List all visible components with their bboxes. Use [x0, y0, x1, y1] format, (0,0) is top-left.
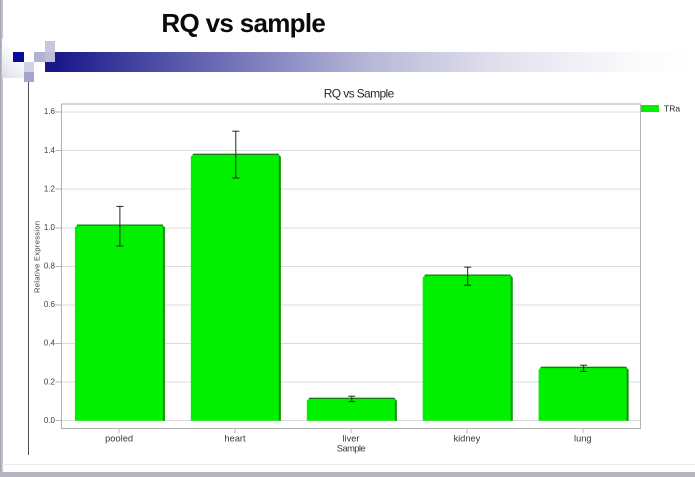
svg-text:0.2: 0.2	[44, 377, 56, 386]
svg-text:0.0: 0.0	[44, 416, 56, 425]
svg-text:heart: heart	[224, 434, 246, 444]
svg-text:1.2: 1.2	[44, 184, 56, 193]
svg-text:0.6: 0.6	[44, 300, 56, 309]
svg-text:1.0: 1.0	[44, 223, 56, 232]
svg-text:Sample: Sample	[337, 443, 366, 453]
svg-text:0.8: 0.8	[44, 262, 56, 271]
svg-text:0.4: 0.4	[44, 339, 56, 348]
svg-text:RQ vs sample: RQ vs sample	[161, 8, 326, 38]
svg-text:liver: liver	[342, 434, 359, 444]
svg-text:RQ vs Sample: RQ vs Sample	[324, 86, 395, 100]
svg-text:Relative Expression: Relative Expression	[33, 221, 42, 293]
svg-text:pooled: pooled	[105, 434, 133, 444]
svg-text:lung: lung	[574, 434, 592, 444]
svg-text:1.6: 1.6	[44, 107, 56, 116]
svg-text:kidney: kidney	[453, 434, 480, 444]
svg-text:TRa: TRa	[664, 104, 680, 114]
svg-text:1.4: 1.4	[44, 146, 56, 155]
